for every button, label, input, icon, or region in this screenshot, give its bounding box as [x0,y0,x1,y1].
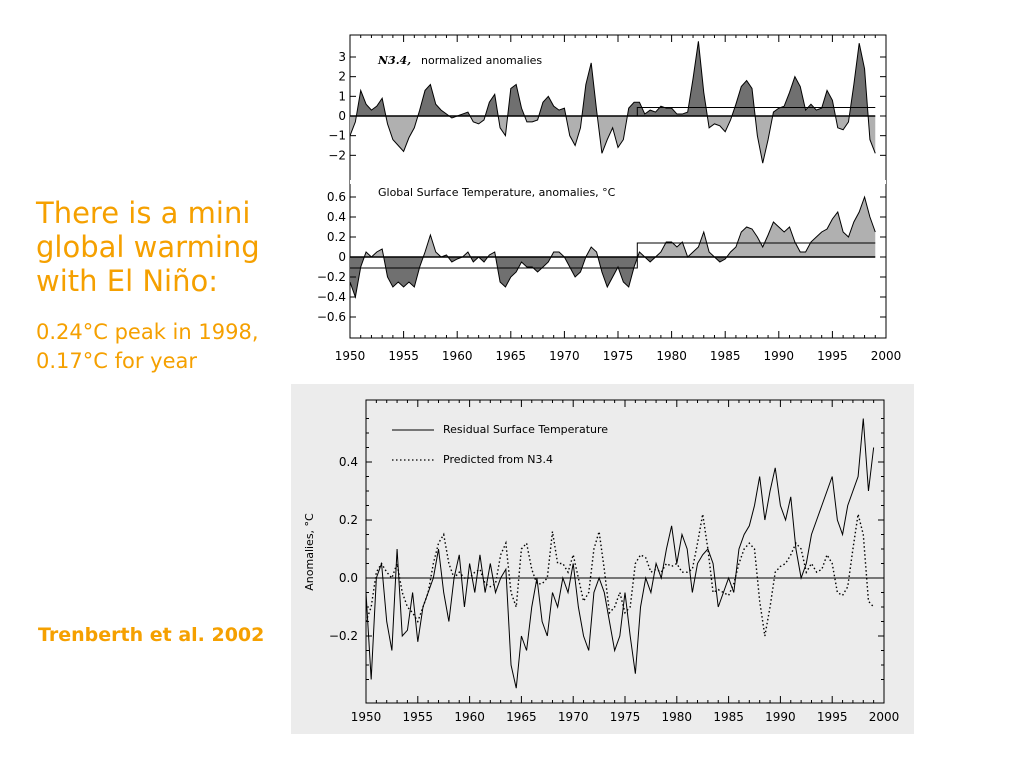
top-xtick-label-5: 1975 [603,349,634,363]
top-xtick-label-1: 1955 [388,349,419,363]
n34-ytick-label-1: 2 [338,70,346,84]
global-temp-panel: Global Surface Temperature, anomalies, °… [317,180,886,324]
n34-series-line [349,41,876,164]
global-temp-title: Global Surface Temperature, anomalies, °… [378,186,616,199]
headline-text: There is a mini global warming with El N… [36,196,326,298]
citation: Trenberth et al. 2002 [38,624,265,646]
bottom-xtick-label-9: 1995 [817,710,848,724]
headline-line-2: global warming [36,230,260,264]
bottom-xtick-label-1: 1955 [403,710,434,724]
n34-ytick-label-0: 3 [338,50,346,64]
top-xtick-label-2: 1960 [442,349,473,363]
global-temp-ytick-label-6: −0.6 [317,310,346,324]
bottom-xtick-label-3: 1965 [506,710,537,724]
year-stat: 0.17°C for year [36,349,197,373]
residual-panel: 0.4 0.2 0.0 −0.2 1950 1955 1960 1965 1970 1975 198… [329,400,899,724]
global-temp-ytick-label-1: 0.4 [327,210,346,224]
bottom-xtick-label-4: 1970 [558,710,589,724]
global-temp-ytick-label-5: −0.4 [317,290,346,304]
n34-title: normalized anomalies [421,54,542,67]
top-xtick-label-6: 1980 [656,349,687,363]
residual-legend: Residual Surface Temperature Predicted f… [392,423,608,466]
global-temp-step-mean [350,242,876,269]
bottom-xtick-label-5: 1975 [610,710,641,724]
bottom-xtick-label-0: 1950 [351,710,382,724]
bottom-chart-ylabel: Anomalies, °C [303,513,316,591]
global-temp-ytick-label-2: 0.2 [327,230,346,244]
residual-ytick-label-0: 0.4 [339,455,358,469]
bottom-xtick-label-7: 1985 [713,710,744,724]
headline-line-3: with El Niño: [36,264,218,298]
legend-predicted-label: Predicted from N3.4 [443,453,553,466]
n34-ytick-label-3: 0 [338,109,346,123]
bottom-xtick-label-10: 2000 [869,710,900,724]
n34-ytick-label-4: −1 [328,129,346,143]
top-xtick-label-10: 2000 [871,349,902,363]
n34-step-mean [350,107,876,117]
residual-series-line [365,418,875,689]
predicted-series-line [365,514,875,637]
top-xtick-label-9: 1995 [817,349,848,363]
n34-ytick-label-2: 1 [338,89,346,103]
headline-line-1: There is a mini [36,196,251,230]
peak-stat: 0.24°C peak in 1998, [36,320,259,344]
legend-residual-label: Residual Surface Temperature [443,423,608,436]
top-xtick-label-8: 1990 [764,349,795,363]
global-temp-ytick-label-4: −0.2 [317,270,346,284]
residual-ytick-label-1: 0.2 [339,513,358,527]
global-temp-series-line [349,195,876,299]
top-chart-x-axis: 1950 1955 1960 1965 1970 1975 1980 1985 1990 1995… [335,35,902,363]
top-xtick-label-4: 1970 [549,349,580,363]
bottom-chart-background [291,384,914,734]
n34-title-italic: N3.4, [377,54,411,67]
global-temp-positive-area [350,197,876,257]
top-xtick-label-0: 1950 [335,349,366,363]
n34-positive-area [350,41,876,117]
top-xtick-label-3: 1965 [496,349,527,363]
bottom-xtick-label-2: 1960 [454,710,485,724]
n34-negative-area [350,116,876,164]
residual-ytick-label-3: −0.2 [329,629,358,643]
bottom-xtick-label-8: 1990 [765,710,796,724]
residual-ytick-label-2: 0.0 [339,571,358,585]
global-temp-ytick-label-0: 0.6 [327,190,346,204]
global-temp-ytick-label-3: 0 [338,250,346,264]
n34-ytick-label-5: −2 [328,148,346,162]
warming-stats: 0.24°C peak in 1998, 0.17°C for year [36,318,259,376]
bottom-xtick-label-6: 1980 [662,710,693,724]
top-xtick-label-7: 1985 [710,349,741,363]
n34-panel: N3.4, normalized anomalies 3 2 1 0 −1 −2 [328,41,886,164]
